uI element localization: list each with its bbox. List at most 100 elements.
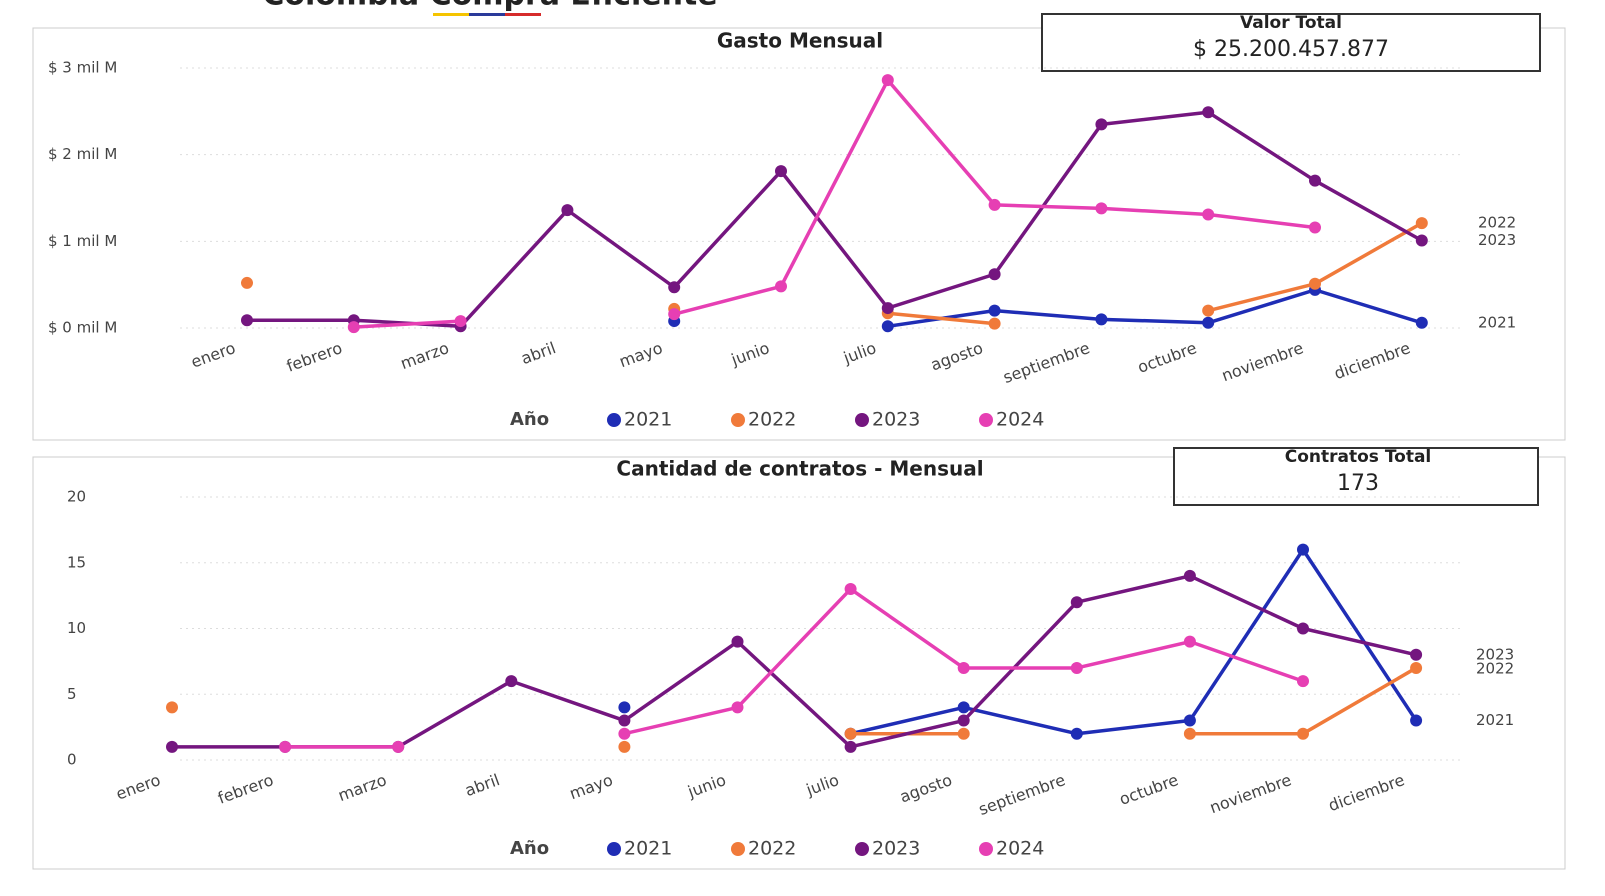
legend-label: 2021 <box>624 838 672 860</box>
data-point <box>1095 313 1108 326</box>
data-point <box>1183 714 1196 727</box>
x-tick-label: agosto <box>897 770 954 806</box>
x-tick-label: enero <box>113 770 163 804</box>
y-tick-label: 20 <box>67 488 86 506</box>
data-point <box>1309 221 1321 234</box>
series-line <box>247 110 1423 329</box>
data-point <box>166 740 178 753</box>
data-point <box>1202 106 1215 119</box>
kpi-label: Valor Total <box>1240 13 1342 33</box>
x-tick-label: enero <box>188 338 238 372</box>
data-point <box>1070 596 1083 609</box>
kpi-label: Contratos Total <box>1285 447 1432 467</box>
end-label: 2023 <box>1478 231 1516 249</box>
x-tick-label: julio <box>803 770 842 800</box>
data-point <box>775 280 787 293</box>
page-title: Colombia Compra Eficiente <box>262 0 717 13</box>
series-line <box>887 288 1423 328</box>
data-point <box>1202 316 1215 329</box>
end-label: 2023 <box>1476 645 1514 663</box>
data-point <box>241 314 253 327</box>
x-tick-label: octubre <box>1117 770 1181 809</box>
x-tick-label: diciembre <box>1326 770 1407 815</box>
data-point <box>957 714 970 727</box>
x-tick-label: septiembre <box>1001 338 1093 387</box>
y-tick-label: 15 <box>67 553 86 571</box>
data-point <box>1297 543 1309 556</box>
x-tick-label: junio <box>684 770 728 802</box>
data-point <box>392 740 405 753</box>
data-point <box>1297 622 1309 635</box>
series-line <box>850 547 1418 736</box>
data-point <box>957 727 970 740</box>
data-point <box>454 315 467 328</box>
data-point <box>881 74 894 87</box>
legend-marker <box>979 413 993 427</box>
data-point <box>618 740 631 753</box>
data-point <box>844 727 857 740</box>
chart-title: Cantidad de contratos - Mensual <box>616 457 983 481</box>
end-label: 2022 <box>1476 659 1514 677</box>
data-point <box>957 701 970 714</box>
x-tick-label: abril <box>462 770 502 800</box>
data-point <box>1415 234 1428 247</box>
series-line <box>353 319 461 329</box>
x-tick-label: noviembre <box>1207 770 1294 817</box>
data-point <box>731 701 744 714</box>
data-point <box>1183 635 1196 648</box>
legend-label: 2023 <box>872 838 920 860</box>
data-point <box>1183 569 1196 582</box>
legend-label: 2024 <box>996 409 1044 431</box>
x-tick-label: septiembre <box>976 770 1068 819</box>
x-tick-label: marzo <box>398 338 452 373</box>
data-point <box>957 661 970 674</box>
data-point <box>1410 714 1423 727</box>
data-point <box>618 727 631 740</box>
y-tick-label: $ 1 mil M <box>48 232 117 250</box>
legend-marker <box>855 413 869 427</box>
data-point <box>1095 202 1108 215</box>
data-point <box>775 165 787 178</box>
data-point <box>347 321 360 334</box>
legend-title: Año <box>510 409 549 430</box>
data-point <box>844 740 857 753</box>
end-label: 2021 <box>1478 313 1516 331</box>
legend-label: 2022 <box>748 838 796 860</box>
data-point <box>1070 727 1083 740</box>
chart-frame <box>32 27 1566 441</box>
x-tick-label: diciembre <box>1332 338 1413 383</box>
kpi-value: $ 25.200.457.877 <box>1193 37 1389 62</box>
kpi-value: 173 <box>1337 471 1379 496</box>
legend-label: 2021 <box>624 409 672 431</box>
data-point <box>1202 208 1215 221</box>
data-point <box>1202 304 1215 317</box>
legend-marker <box>731 413 745 427</box>
y-tick-label: $ 2 mil M <box>48 145 117 163</box>
kpi-card <box>1041 13 1541 72</box>
y-tick-label: 10 <box>67 619 86 637</box>
legend-marker <box>607 413 621 427</box>
x-tick-label: noviembre <box>1219 338 1306 385</box>
x-tick-label: octubre <box>1135 338 1199 377</box>
y-tick-label: 0 <box>67 751 77 769</box>
y-tick-label: $ 3 mil M <box>48 59 117 77</box>
data-point <box>881 320 894 333</box>
data-point <box>1415 217 1428 230</box>
flag-blue <box>469 13 505 16</box>
data-point <box>1410 661 1423 674</box>
data-point <box>241 276 253 289</box>
data-point <box>1070 661 1083 674</box>
data-point <box>618 701 631 714</box>
x-tick-label: abril <box>519 338 559 368</box>
y-tick-label: $ 0 mil M <box>48 319 117 337</box>
data-point <box>988 317 1001 330</box>
data-point <box>505 675 518 688</box>
legend-marker <box>607 842 621 856</box>
data-point <box>844 583 857 596</box>
legend-marker <box>731 842 745 856</box>
data-point <box>1410 648 1423 661</box>
data-point <box>731 635 744 648</box>
data-point <box>1297 675 1309 688</box>
chart-frame <box>32 456 1566 870</box>
